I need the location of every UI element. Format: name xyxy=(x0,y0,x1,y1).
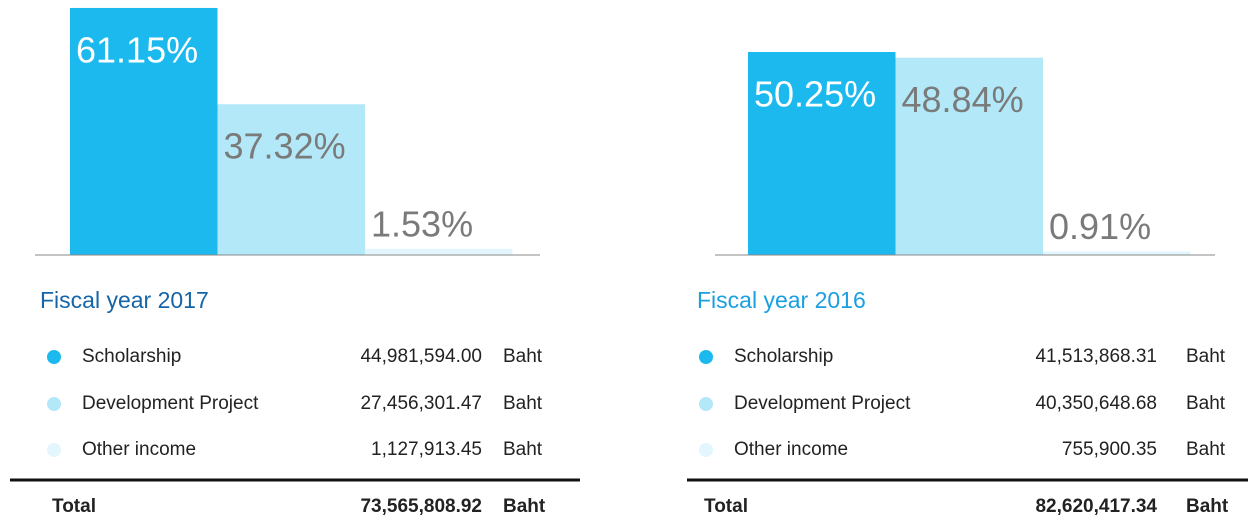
total-label: Total xyxy=(52,496,96,517)
row-name: Other income xyxy=(734,439,848,460)
row-unit: Baht xyxy=(503,439,543,460)
bar xyxy=(748,51,896,255)
row-name: Other income xyxy=(82,439,196,460)
value-label: 50.25% xyxy=(754,74,876,115)
total-unit: Baht xyxy=(503,496,546,517)
row-amount: 27,456,301.47 xyxy=(360,393,482,414)
row-amount: 41,513,868.31 xyxy=(1035,346,1157,367)
value-label: 1.53% xyxy=(371,203,473,244)
bar xyxy=(365,248,513,255)
total-amount: 82,620,417.34 xyxy=(1035,496,1157,517)
row-amount: 40,350,648.68 xyxy=(1035,393,1157,414)
bar xyxy=(70,7,218,256)
row-amount: 755,900.35 xyxy=(1062,439,1157,460)
bar xyxy=(1043,251,1191,255)
chart-title: Fiscal year 2017 xyxy=(40,287,209,313)
row-amount: 1,127,913.45 xyxy=(371,439,482,460)
legend-dot xyxy=(699,443,713,457)
value-label: 0.91% xyxy=(1049,206,1151,247)
bar xyxy=(217,104,365,255)
row-name: Scholarship xyxy=(82,346,181,367)
total-label: Total xyxy=(704,496,748,517)
value-label: 37.32% xyxy=(224,126,346,167)
legend-dot xyxy=(47,397,61,411)
total-unit: Baht xyxy=(1186,496,1229,517)
row-unit: Baht xyxy=(503,393,543,414)
bar xyxy=(895,57,1043,255)
legend-dot xyxy=(699,397,713,411)
value-label: 48.84% xyxy=(902,79,1024,120)
row-unit: Baht xyxy=(1186,393,1226,414)
row-name: Development Project xyxy=(82,393,259,414)
row-name: Development Project xyxy=(734,393,911,414)
row-unit: Baht xyxy=(1186,439,1226,460)
chart-title: Fiscal year 2016 xyxy=(697,287,866,313)
total-amount: 73,565,808.92 xyxy=(360,496,482,517)
legend-dot xyxy=(47,443,61,457)
value-label: 61.15% xyxy=(76,29,198,70)
row-unit: Baht xyxy=(1186,346,1226,367)
legend-dot xyxy=(699,350,713,364)
row-name: Scholarship xyxy=(734,346,833,367)
legend-dot xyxy=(47,350,61,364)
row-amount: 44,981,594.00 xyxy=(360,346,482,367)
row-unit: Baht xyxy=(503,346,543,367)
